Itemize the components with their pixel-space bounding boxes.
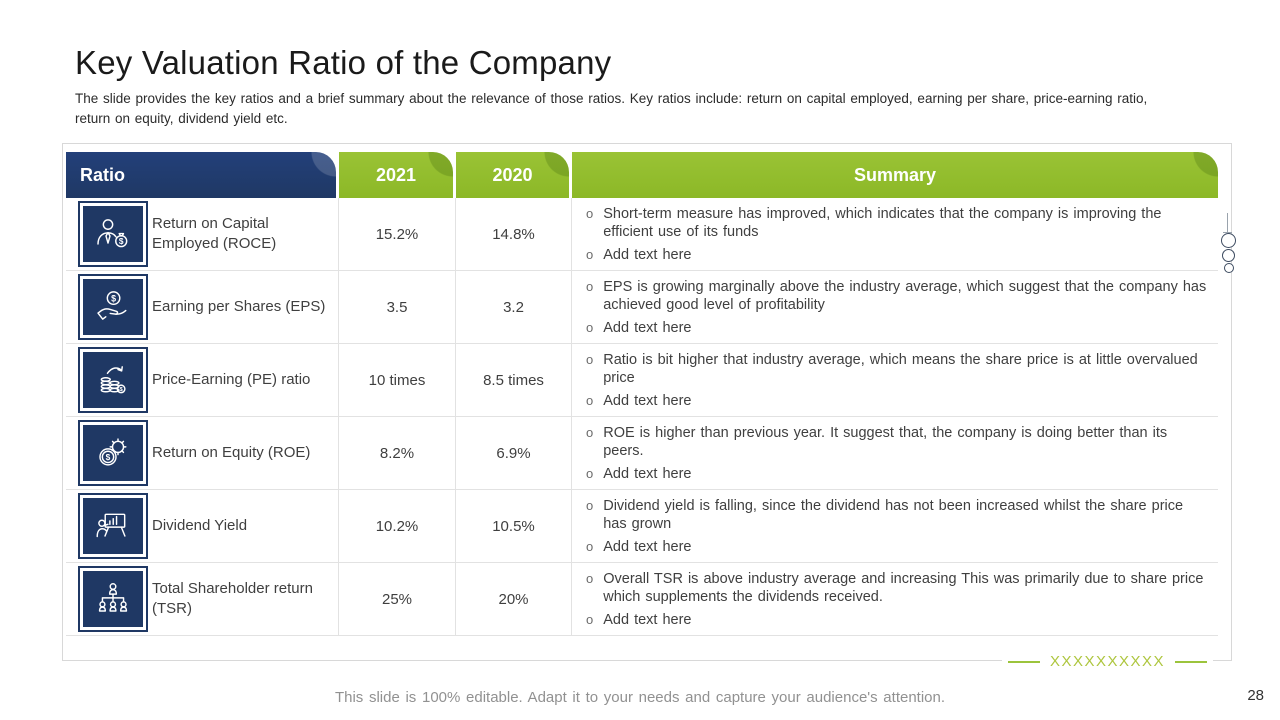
value-2020: 6.9%: [455, 417, 571, 490]
value-2021: 15.2%: [338, 198, 455, 271]
watermark-text: XXXXXXXXXX: [1050, 653, 1166, 670]
summary-text: Add text here: [603, 611, 692, 628]
summary-text: EPS is growing marginally above the indu…: [603, 278, 1207, 313]
summary-text: Overall TSR is above industry average an…: [603, 570, 1204, 605]
bullet-icon: o: [586, 319, 594, 335]
value-2020: 20%: [455, 563, 571, 636]
table-row: Total Shareholder return (TSR) 25% 20% o…: [66, 563, 1218, 636]
coin-gear-icon: $: [78, 420, 148, 487]
table-header-row: Ratio 2021 2020 Summary: [66, 152, 1218, 198]
summary-text: ROE is higher than previous year. It sug…: [603, 424, 1168, 459]
watermark: XXXXXXXXXX: [1002, 653, 1214, 670]
summary-text: Short-term measure has improved, which i…: [603, 205, 1162, 240]
summary-cell: o Dividend yield is falling, since the di…: [571, 490, 1218, 563]
value-2021: 25%: [338, 563, 455, 636]
ratio-name: Return on Capital Employed (ROCE): [152, 215, 277, 253]
hand-coin-icon: $: [78, 274, 148, 341]
summary-text: Ratio is bit higher that industry averag…: [603, 351, 1198, 386]
bullet-icon: o: [586, 205, 594, 221]
decor-circle-icon: [1221, 233, 1236, 248]
bullet-icon: o: [586, 570, 594, 586]
ratio-name: Return on Equity (ROE): [152, 444, 311, 462]
table-row: Dividend Yield 10.2% 10.5% o Dividend yie…: [66, 490, 1218, 563]
value-2020: 10.5%: [455, 490, 571, 563]
summary-cell: o Short-term measure has improved, which …: [571, 198, 1218, 271]
ratio-table: Ratio 2021 2020 Summary $ Ret: [66, 152, 1218, 636]
bullet-icon: o: [586, 351, 594, 367]
presenter-chart-icon: [78, 493, 148, 560]
table-row: $ Return on Equity (ROE) 8.2% 6.9% o ROE …: [66, 417, 1218, 490]
ratio-name: Total Shareholder return (TSR): [152, 580, 313, 618]
slide-description: The slide provides the key ratios and a …: [75, 90, 1148, 126]
summary-text: Add text here: [603, 538, 692, 555]
table-row: $ Earning per Shares (EPS) 3.5 3.2 o EPS …: [66, 271, 1218, 344]
watermark-line: [1175, 660, 1208, 663]
bullet-icon: o: [586, 465, 594, 481]
header-summary: Summary: [572, 152, 1218, 198]
watermark-line: [1008, 660, 1040, 663]
ratio-name: Earning per Shares (EPS): [152, 298, 326, 316]
svg-text:$: $: [111, 294, 116, 304]
coin-stack-growth-icon: $: [78, 347, 148, 414]
value-2021: 10 times: [338, 344, 455, 417]
footer-note: This slide is 100% editable. Adapt it to…: [334, 689, 946, 706]
decor-tick: [1223, 232, 1232, 233]
value-2020: 3.2: [455, 271, 571, 344]
bullet-icon: o: [586, 538, 594, 554]
decor-circle-icon: [1222, 249, 1235, 262]
page-title: Key Valuation Ratio of the Company: [75, 44, 612, 82]
decor-line: [1227, 213, 1228, 232]
svg-text:$: $: [106, 452, 111, 462]
ratio-name: Dividend Yield: [152, 517, 248, 535]
shareholder-hierarchy-icon: [78, 566, 148, 633]
ratio-name: Price-Earning (PE) ratio: [152, 371, 311, 389]
summary-text: Dividend yield is falling, since the div…: [603, 497, 1184, 532]
summary-cell: o Overall TSR is above industry average a…: [571, 563, 1218, 636]
value-2020: 8.5 times: [455, 344, 571, 417]
value-2021: 3.5: [338, 271, 455, 344]
value-2021: 10.2%: [338, 490, 455, 563]
table-row: $ Price-Earning (PE) ratio 10 times 8.5 …: [66, 344, 1218, 417]
header-ratio: Ratio: [66, 152, 336, 198]
summary-cell: o ROE is higher than previous year. It su…: [571, 417, 1218, 490]
bullet-icon: o: [586, 611, 594, 627]
bullet-icon: o: [586, 392, 594, 408]
svg-text:$: $: [119, 236, 124, 246]
summary-cell: o EPS is growing marginally above the ind…: [571, 271, 1218, 344]
value-2020: 14.8%: [455, 198, 571, 271]
decor-circle-icon: [1224, 263, 1234, 273]
page-number: 28: [1247, 687, 1264, 704]
bullet-icon: o: [586, 424, 594, 440]
summary-cell: o Ratio is bit higher that industry avera…: [571, 344, 1218, 417]
header-2020: 2020: [456, 152, 569, 198]
bullet-icon: o: [586, 497, 594, 513]
value-2021: 8.2%: [338, 417, 455, 490]
summary-text: Add text here: [603, 465, 692, 482]
summary-text: Add text here: [603, 246, 692, 263]
svg-text:$: $: [120, 387, 123, 393]
table-row: $ Return on Capital Employed (ROCE) 15.2…: [66, 198, 1218, 271]
bullet-icon: o: [586, 246, 594, 262]
header-2021: 2021: [339, 152, 453, 198]
summary-text: Add text here: [603, 392, 692, 409]
summary-text: Add text here: [603, 319, 692, 336]
person-moneybag-icon: $: [78, 201, 148, 268]
bullet-icon: o: [586, 278, 594, 294]
ratio-table-panel: Ratio 2021 2020 Summary $ Ret: [62, 143, 1232, 661]
